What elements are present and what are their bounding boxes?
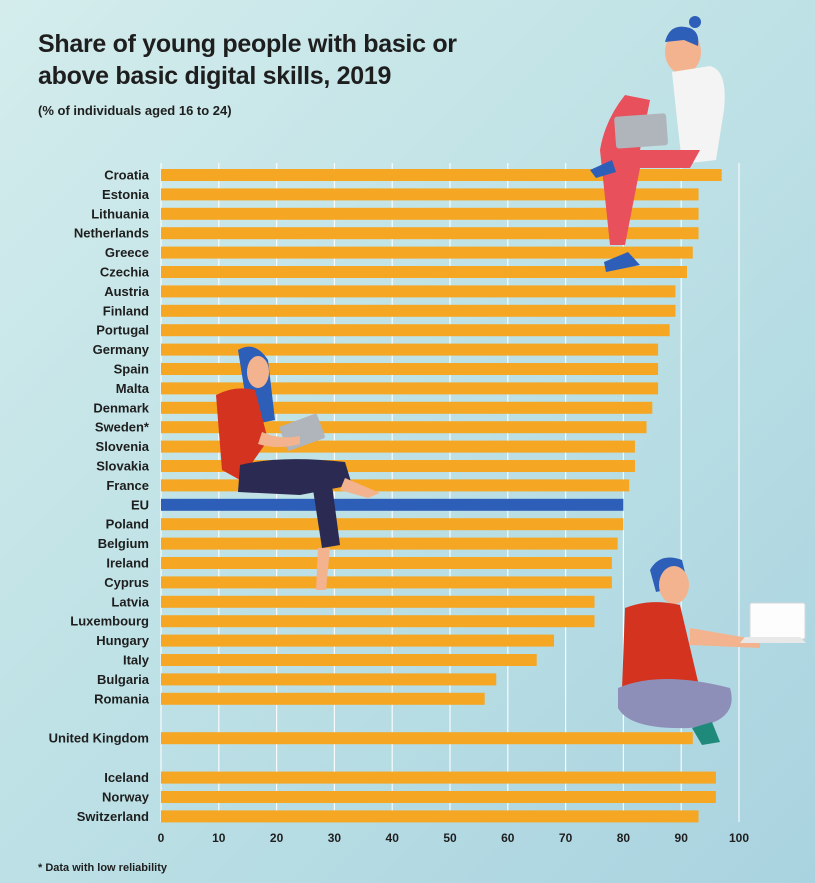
category-label: Switzerland (77, 809, 149, 824)
bar (161, 285, 676, 298)
bar (161, 654, 537, 666)
bar (161, 266, 687, 278)
bar (161, 207, 699, 220)
bar (161, 595, 595, 608)
bar (161, 188, 699, 201)
bar (161, 169, 722, 181)
x-tick-label: 40 (386, 831, 400, 845)
x-tick-label: 30 (328, 831, 342, 845)
bar (161, 479, 630, 492)
bar (161, 673, 497, 686)
x-tick-label: 60 (501, 831, 515, 845)
chart-title: Share of young people with basic or abov… (38, 30, 457, 90)
category-label: Slovakia (96, 459, 150, 474)
footnote: * Data with low reliability (38, 862, 167, 874)
category-label: Czechia (100, 265, 150, 280)
bar (161, 692, 485, 705)
bar (161, 791, 716, 803)
category-label: Sweden* (95, 420, 150, 435)
category-label: EU (131, 497, 149, 512)
category-label: Belgium (98, 536, 149, 551)
category-label: Greece (105, 245, 149, 260)
category-label: Netherlands (74, 226, 149, 241)
bar (161, 557, 612, 569)
category-label: Malta (116, 381, 150, 396)
category-label: France (106, 478, 149, 493)
x-tick-label: 0 (158, 831, 165, 845)
chart-subtitle: (% of individuals aged 16 to 24) (38, 103, 232, 118)
bar (161, 401, 653, 414)
category-label: Iceland (104, 770, 149, 785)
category-label: Croatia (104, 168, 150, 183)
bar (161, 363, 659, 375)
category-label: Austria (104, 284, 150, 299)
bar (161, 537, 618, 550)
x-tick-label: 70 (559, 831, 573, 845)
x-tick-label: 100 (729, 831, 749, 845)
category-label: Estonia (102, 187, 150, 202)
bar (161, 771, 716, 784)
category-label: Finland (103, 303, 149, 318)
category-label: Latvia (111, 594, 149, 609)
bar (161, 421, 647, 434)
x-tick-label: 90 (675, 831, 689, 845)
category-label: Denmark (93, 400, 149, 415)
category-label: Lithuania (91, 206, 150, 221)
x-tick-label: 80 (617, 831, 631, 845)
bar (161, 615, 595, 628)
category-label: Luxembourg (70, 614, 149, 629)
bar (161, 498, 624, 511)
bar (161, 634, 555, 647)
category-label: Portugal (96, 323, 149, 338)
bar (161, 576, 612, 589)
category-label: United Kingdom (49, 731, 149, 746)
bar (161, 518, 624, 531)
category-label: Spain (114, 362, 149, 377)
category-label: Romania (94, 691, 150, 706)
x-tick-label: 50 (443, 831, 457, 845)
bar (161, 227, 699, 240)
category-label: Ireland (106, 556, 149, 571)
bar (161, 732, 693, 745)
x-tick-label: 20 (270, 831, 284, 845)
bar (161, 246, 693, 259)
bar (161, 382, 659, 395)
category-label: Norway (102, 790, 150, 805)
bar (161, 810, 699, 823)
bar (161, 460, 635, 472)
category-label: Cyprus (104, 575, 149, 590)
bar (161, 343, 659, 356)
category-label: Poland (106, 517, 149, 532)
bar (161, 324, 670, 337)
bar (161, 304, 676, 317)
category-label: Bulgaria (97, 672, 150, 687)
bar (161, 440, 635, 453)
x-tick-label: 10 (212, 831, 226, 845)
category-label: Germany (93, 342, 150, 357)
category-label: Italy (123, 653, 150, 668)
category-label: Hungary (96, 633, 150, 648)
category-label: Slovenia (96, 439, 150, 454)
